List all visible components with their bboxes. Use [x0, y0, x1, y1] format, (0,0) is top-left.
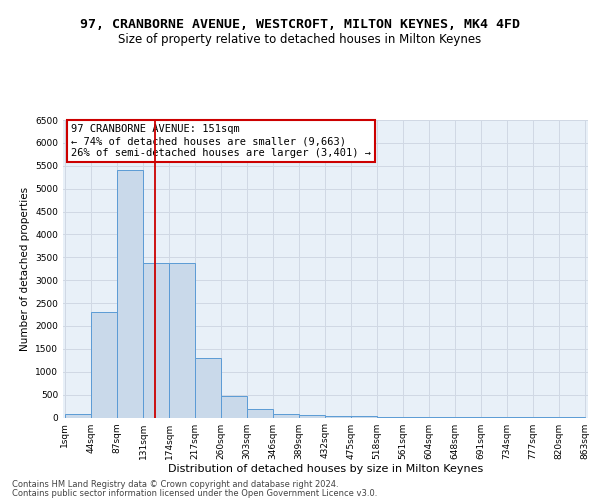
Bar	[195, 358, 221, 418]
Bar	[325, 416, 351, 418]
Text: Size of property relative to detached houses in Milton Keynes: Size of property relative to detached ho…	[118, 32, 482, 46]
X-axis label: Distribution of detached houses by size in Milton Keynes: Distribution of detached houses by size …	[168, 464, 483, 474]
Text: Contains public sector information licensed under the Open Government Licence v3: Contains public sector information licen…	[12, 488, 377, 498]
Bar	[91, 312, 117, 418]
Text: 97, CRANBORNE AVENUE, WESTCROFT, MILTON KEYNES, MK4 4FD: 97, CRANBORNE AVENUE, WESTCROFT, MILTON …	[80, 18, 520, 30]
Bar	[299, 415, 325, 418]
Text: Contains HM Land Registry data © Crown copyright and database right 2024.: Contains HM Land Registry data © Crown c…	[12, 480, 338, 489]
Bar	[247, 409, 273, 418]
Bar	[117, 170, 143, 418]
Bar	[273, 414, 299, 418]
Bar	[351, 416, 377, 418]
Bar	[65, 414, 91, 418]
Bar	[221, 396, 247, 417]
Bar	[377, 417, 403, 418]
Text: 97 CRANBORNE AVENUE: 151sqm
← 74% of detached houses are smaller (9,663)
26% of : 97 CRANBORNE AVENUE: 151sqm ← 74% of det…	[71, 124, 371, 158]
Bar	[169, 263, 195, 418]
Y-axis label: Number of detached properties: Number of detached properties	[20, 186, 29, 351]
Bar	[143, 263, 169, 418]
